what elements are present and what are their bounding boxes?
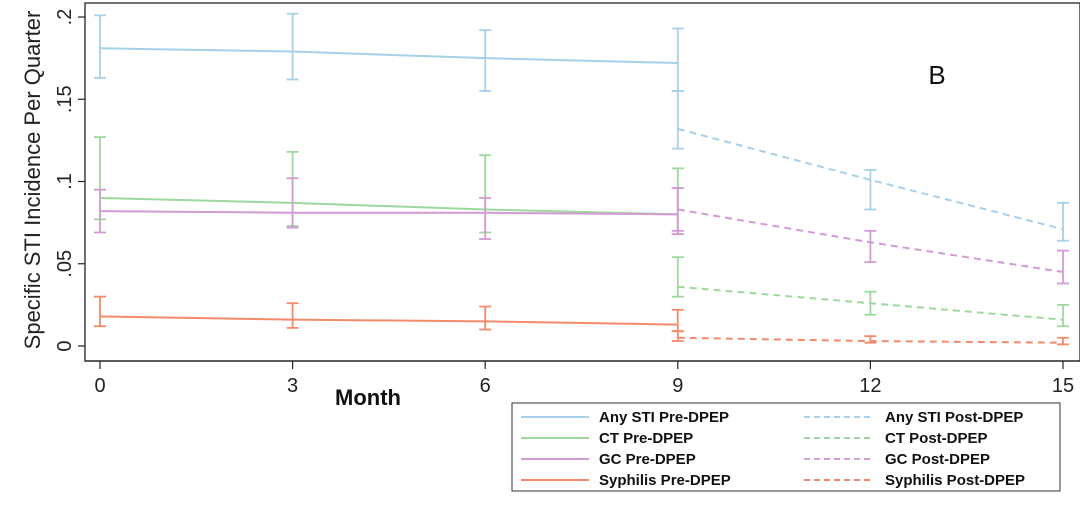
y-tick-label: .05 [54,250,76,278]
error-bar [671,330,684,342]
y-tick-label: .2 [54,9,76,26]
error-bar [1057,336,1069,346]
series-line [677,127,1064,231]
legend: Any STI Pre-DPEP CT Pre-DPEP GC Pre-DPEP Sy… [511,402,1061,492]
legend-entry: Syphilis Post-DPEP [885,472,1025,489]
y-tick-label: 0 [54,340,76,351]
error-bar [864,229,877,264]
legend-entry: Syphilis Pre-DPEP [599,472,731,489]
x-tick-label: 0 [94,375,105,397]
series-line [99,47,678,65]
x-tick-label: 15 [1052,375,1074,397]
y-tick-label: .1 [54,173,76,190]
legend-entry: GC Pre-DPEP [599,451,696,468]
legend-box [511,402,1061,492]
error-bar [479,305,492,331]
panel-label: B [928,60,945,90]
x-axis-title: Month [335,385,401,410]
y-axis-title: Specific STI Incidence Per Quarter [20,11,45,350]
error-bar [286,177,299,229]
error-bar [479,29,492,92]
series-line [99,196,678,216]
x-tick-label: 12 [859,375,881,397]
series-line [99,315,678,326]
error-bar [94,14,106,79]
error-bar [671,90,684,150]
legend-entry: Any STI Pre-DPEP [599,409,729,426]
error-bar [286,302,299,329]
error-bar [671,187,684,236]
error-bar [94,188,106,234]
x-tick-label: 3 [287,375,298,397]
legend-entry: CT Pre-DPEP [599,430,693,447]
error-bar [864,290,877,316]
series-ct-post [671,256,1069,328]
error-bar [1057,201,1069,242]
x-tick-label: 9 [672,375,683,397]
series-gc-pre [94,177,684,240]
error-bar [671,256,684,298]
error-bar [1057,249,1069,285]
legend-entry: Any STI Post-DPEP [885,409,1023,426]
error-bar [864,335,877,344]
plot-area [84,2,1080,362]
error-bar [94,295,106,328]
legend-entry: GC Post-DPEP [885,451,990,468]
error-bar [1057,303,1069,328]
series-line [99,210,678,216]
error-bar [479,197,492,240]
y-tick-label: .15 [54,85,76,113]
series-gc-post [671,187,1069,285]
series-syph-post [671,330,1069,346]
error-bar [286,12,299,81]
series-any-post [671,90,1069,242]
legend-entry: CT Post-DPEP [885,430,988,447]
x-tick-label: 6 [480,375,491,397]
error-bar [864,169,877,211]
